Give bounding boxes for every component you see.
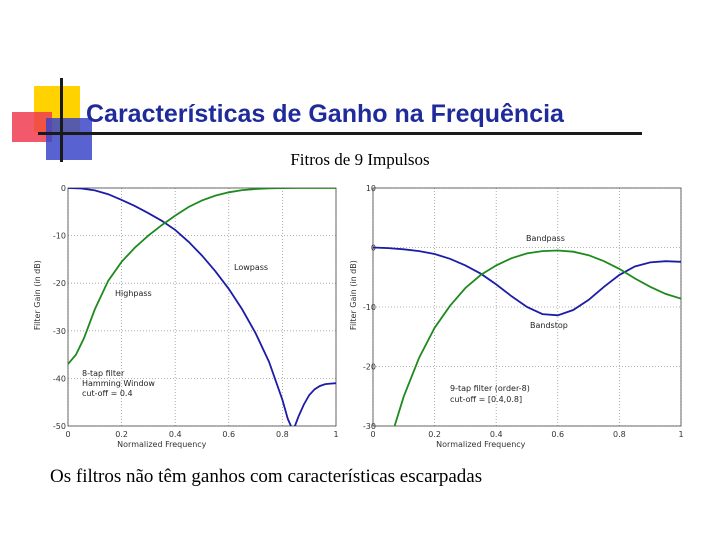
chart-annotation: cut-off = [0.4,0.8] xyxy=(450,395,522,404)
plot-frame xyxy=(67,187,337,427)
y-tick-label: -30 xyxy=(53,327,66,336)
chart-subtitle: Fitros de 9 Impulsos xyxy=(290,150,430,169)
y-tick-label: 0 xyxy=(61,184,66,193)
x-axis-label: Normalized Frequency xyxy=(117,440,207,449)
x-tick-label: 0.6 xyxy=(222,430,235,439)
y-tick-label: 10 xyxy=(366,184,376,193)
chart-annotation: Hamming Window xyxy=(82,379,155,388)
y-axis-label: Filter Gain (in dB) xyxy=(33,260,42,330)
chart-annotation: Bandpass xyxy=(526,234,565,243)
y-tick-label: -20 xyxy=(363,363,376,372)
x-tick-label: 0 xyxy=(65,430,70,439)
x-tick-label: 0.2 xyxy=(428,430,441,439)
x-tick-label: 0.8 xyxy=(276,430,289,439)
y-tick-label: -50 xyxy=(53,422,66,431)
y-tick-label: -40 xyxy=(53,374,66,383)
y-axis-label: Filter Gain (in dB) xyxy=(349,260,358,330)
series-line-bandstop xyxy=(373,246,681,317)
x-tick-label: 0 xyxy=(370,430,375,439)
chart-annotation: cut-off = 0.4 xyxy=(82,389,133,398)
slide-caption: Os filtros não têm ganhos com caracterís… xyxy=(50,466,483,487)
x-tick-label: 0.4 xyxy=(169,430,182,439)
x-axis-label: Normalized Frequency xyxy=(436,440,526,449)
series-line-lowpass xyxy=(68,188,336,426)
chart-annotation: 8-tap filter xyxy=(82,369,125,378)
y-tick-label: -30 xyxy=(363,422,376,431)
slide-title: Características de Ganho na Frequência xyxy=(86,100,564,128)
x-tick-label: 0.8 xyxy=(613,430,626,439)
decor-blue-square xyxy=(46,118,92,160)
plot-frame xyxy=(372,187,682,427)
chart-annotation: Highpass xyxy=(115,289,152,298)
x-tick-label: 0.6 xyxy=(551,430,564,439)
y-tick-label: -10 xyxy=(363,303,376,312)
chart-annotation: Lowpass xyxy=(234,263,268,272)
x-tick-label: 1 xyxy=(678,430,683,439)
x-tick-label: 0.2 xyxy=(115,430,128,439)
x-tick-label: 1 xyxy=(333,430,338,439)
x-tick-label: 0.4 xyxy=(490,430,503,439)
series-line-highpass xyxy=(68,188,336,365)
chart-annotation: Bandstop xyxy=(530,321,568,330)
y-tick-label: -20 xyxy=(53,279,66,288)
series-line-bandpass xyxy=(393,249,681,426)
y-tick-label: -10 xyxy=(53,232,66,241)
decor-red-square xyxy=(12,112,52,142)
chart-annotation: 9-tap filter (order-8) xyxy=(450,384,530,393)
decor-vertical-line xyxy=(60,78,63,162)
chart-1: 0 0.2 0.4 0.6 0.8 1 0 -10 -20 -30 -40 -50 Normalized… xyxy=(33,184,339,449)
decor-horizontal-line xyxy=(38,132,642,135)
